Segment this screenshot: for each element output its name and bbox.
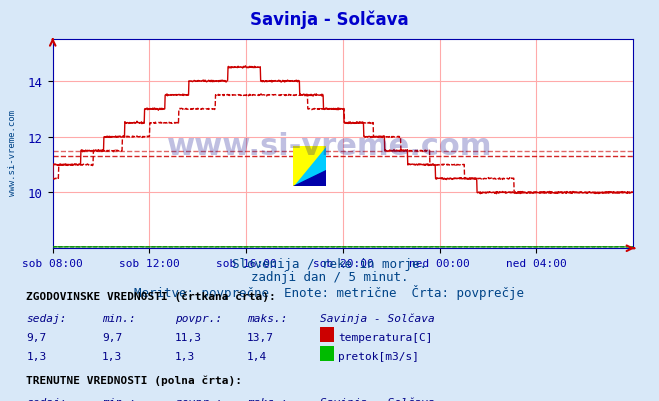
Polygon shape (293, 146, 326, 186)
Text: min.:: min.: (102, 397, 136, 401)
Text: Meritve: povprečne  Enote: metrične  Črta: povprečje: Meritve: povprečne Enote: metrične Črta:… (134, 284, 525, 299)
Text: 13,7: 13,7 (247, 332, 274, 342)
Text: maks.:: maks.: (247, 397, 287, 401)
Text: Slovenija / reke in morje.: Slovenija / reke in morje. (232, 257, 427, 270)
Text: sedaj:: sedaj: (26, 313, 67, 323)
Text: 9,7: 9,7 (26, 332, 47, 342)
Text: maks.:: maks.: (247, 313, 287, 323)
Polygon shape (293, 146, 326, 186)
Text: 1,3: 1,3 (175, 351, 195, 361)
Text: min.:: min.: (102, 313, 136, 323)
Text: povpr.:: povpr.: (175, 397, 222, 401)
Text: pretok[m3/s]: pretok[m3/s] (338, 351, 419, 361)
Text: Savinja - Solčava: Savinja - Solčava (320, 397, 434, 401)
Polygon shape (293, 170, 326, 186)
Text: 11,3: 11,3 (175, 332, 202, 342)
Text: 1,3: 1,3 (102, 351, 123, 361)
Text: Savinja - Solčava: Savinja - Solčava (320, 313, 434, 323)
Text: zadnji dan / 5 minut.: zadnji dan / 5 minut. (251, 271, 408, 284)
Text: TRENUTNE VREDNOSTI (polna črta):: TRENUTNE VREDNOSTI (polna črta): (26, 375, 243, 385)
Text: 1,3: 1,3 (26, 351, 47, 361)
Text: temperatura[C]: temperatura[C] (338, 332, 432, 342)
Text: ZGODOVINSKE VREDNOSTI (črtkana črta):: ZGODOVINSKE VREDNOSTI (črtkana črta): (26, 291, 276, 301)
Text: sedaj:: sedaj: (26, 397, 67, 401)
Text: 1,4: 1,4 (247, 351, 268, 361)
Text: www.si-vreme.com: www.si-vreme.com (8, 109, 17, 195)
Text: Savinja - Solčava: Savinja - Solčava (250, 10, 409, 28)
Text: www.si-vreme.com: www.si-vreme.com (167, 132, 492, 161)
Text: 9,7: 9,7 (102, 332, 123, 342)
Text: povpr.:: povpr.: (175, 313, 222, 323)
